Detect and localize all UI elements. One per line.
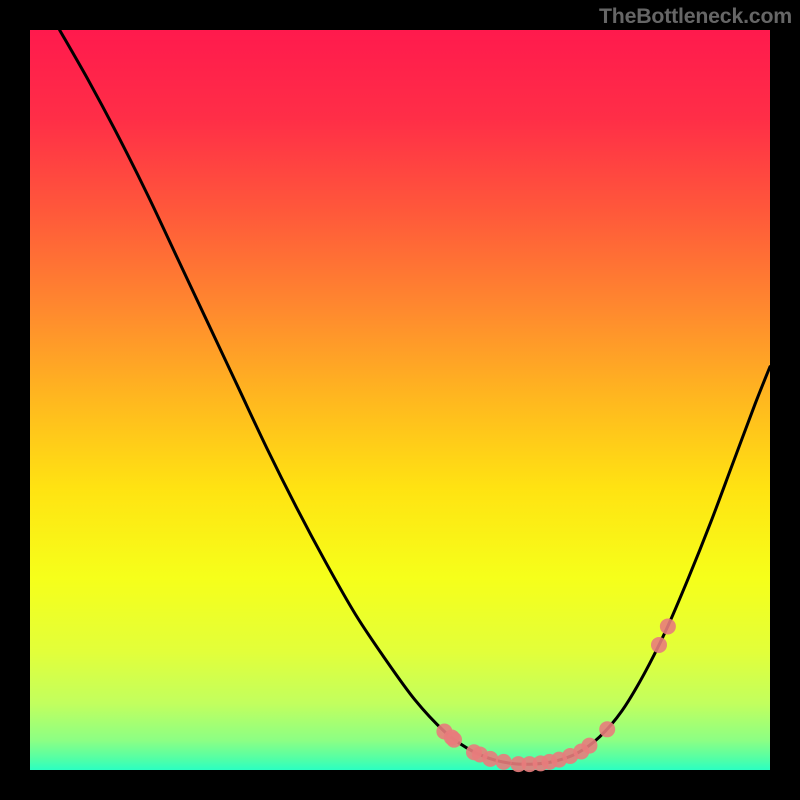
data-point <box>599 721 615 737</box>
chart-canvas: TheBottleneck.com <box>0 0 800 800</box>
data-point <box>660 618 676 634</box>
data-point <box>496 754 512 770</box>
chart-svg <box>0 0 800 800</box>
data-point <box>581 738 597 754</box>
watermark-label: TheBottleneck.com <box>599 4 792 29</box>
data-point <box>651 637 667 653</box>
data-point <box>446 732 462 748</box>
plot-background <box>30 30 770 770</box>
data-point <box>482 751 498 767</box>
